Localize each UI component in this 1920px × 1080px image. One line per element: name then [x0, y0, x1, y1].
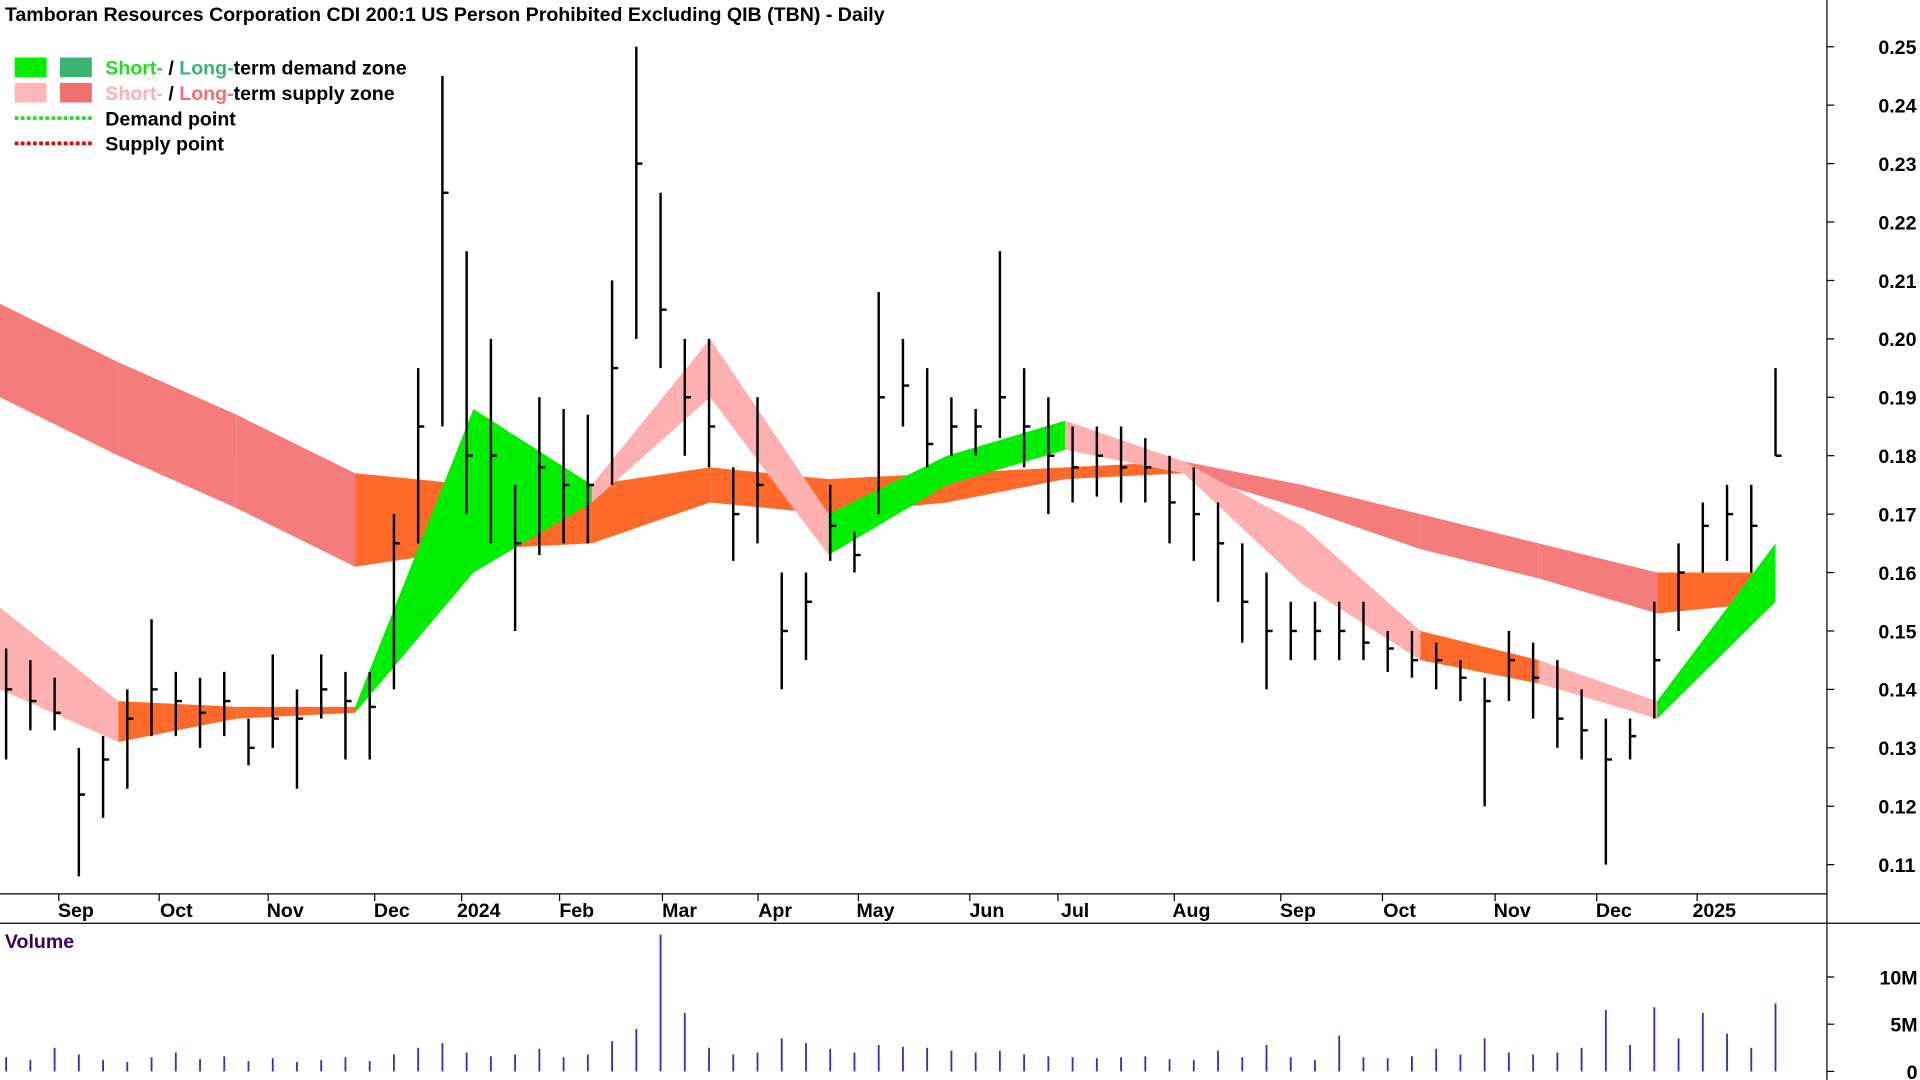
short-term-zone	[0, 607, 119, 742]
legend-text: Long-	[179, 83, 233, 105]
y-tick-label: 0.14	[1878, 680, 1916, 702]
y-tick-label: 0.16	[1878, 563, 1916, 585]
short-term-zone	[1420, 630, 1539, 684]
long-term-zone	[946, 467, 1066, 503]
y2-tick-label: 5M	[1890, 1015, 1917, 1037]
long-term-zone	[1302, 484, 1421, 550]
legend-text: Short-	[105, 58, 163, 80]
short-term-zone	[1183, 461, 1303, 585]
long-term-zone	[591, 467, 711, 544]
legend-entry: Demand point	[105, 108, 236, 130]
long-term-zone	[1538, 543, 1658, 614]
y-tick-label: 0.11	[1878, 855, 1915, 877]
legend-text: Demand point	[105, 108, 236, 130]
legend-entry: Supply point	[105, 134, 224, 156]
legend-text: /	[163, 58, 179, 80]
short-term-zone	[118, 701, 237, 742]
x-tick-label: Jun	[970, 900, 1005, 922]
x-tick-label: 2024	[457, 900, 501, 922]
legend-swatch	[14, 57, 47, 78]
long-term-zone	[0, 303, 119, 456]
legend-text: term supply zone	[234, 83, 395, 105]
short-term-zone	[828, 455, 947, 556]
y-tick-label: 0.17	[1878, 504, 1916, 526]
legend-swatch	[14, 82, 47, 103]
chart-title: Tamboran Resources Corporation CDI 200:1…	[5, 4, 885, 26]
y-tick-label: 0.23	[1878, 154, 1916, 176]
short-term-zone	[710, 338, 829, 556]
y-tick-label: 0.21	[1878, 271, 1916, 293]
legend-text: Long-	[179, 58, 233, 80]
short-term-zone	[591, 338, 711, 503]
y-tick-label: 0.24	[1878, 96, 1916, 118]
y-tick-label: 0.18	[1878, 446, 1916, 468]
x-tick-label: Apr	[758, 900, 792, 922]
y2-tick-label: 0	[1907, 1062, 1918, 1080]
x-tick-label: Mar	[662, 900, 697, 922]
y-tick-label: 0.19	[1878, 388, 1916, 410]
short-term-zone	[1302, 525, 1421, 661]
y-tick-label: 0.15	[1878, 621, 1916, 643]
short-term-zone	[1065, 420, 1184, 474]
x-tick-label: 2025	[1693, 900, 1737, 922]
x-tick-label: Nov	[1494, 900, 1531, 922]
x-tick-label: Feb	[559, 900, 594, 922]
y-tick-label: 0.22	[1878, 212, 1916, 234]
x-tick-label: Sep	[58, 900, 94, 922]
short-term-zone	[1538, 660, 1658, 719]
legend-text: Supply point	[105, 134, 224, 156]
legend-swatch	[60, 82, 92, 103]
volume-title: Volume	[5, 931, 74, 953]
y-tick-label: 0.20	[1878, 329, 1916, 351]
y-tick-label: 0.12	[1878, 797, 1916, 819]
short-term-zone	[946, 420, 1066, 485]
y2-tick-label: 10M	[1879, 967, 1917, 989]
y-tick-label: 0.25	[1878, 37, 1916, 59]
x-tick-label: Aug	[1172, 900, 1210, 922]
long-term-zone	[236, 414, 356, 567]
x-tick-label: Dec	[1596, 900, 1632, 922]
short-term-zone	[355, 408, 474, 713]
short-term-zone	[1657, 543, 1776, 719]
x-tick-label: Sep	[1280, 900, 1316, 922]
x-tick-label: May	[856, 900, 894, 922]
x-tick-label: Dec	[374, 900, 410, 922]
x-tick-label: Oct	[1383, 900, 1416, 922]
long-term-zone	[1183, 461, 1303, 509]
legend-entry: Short- / Long-term demand zone	[105, 58, 406, 80]
legend-text: Short-	[105, 83, 163, 105]
legend-text: term demand zone	[234, 58, 407, 80]
long-term-zone	[118, 362, 237, 509]
x-tick-label: Jul	[1061, 900, 1089, 922]
y-tick-label: 0.13	[1878, 738, 1916, 760]
x-tick-label: Oct	[160, 900, 193, 922]
long-term-zone	[1420, 514, 1539, 579]
legend-text: /	[163, 83, 179, 105]
x-tick-label: Nov	[267, 900, 304, 922]
legend-swatch	[60, 57, 92, 78]
short-term-zone	[473, 408, 592, 573]
legend-entry: Short- / Long-term supply zone	[105, 83, 394, 105]
